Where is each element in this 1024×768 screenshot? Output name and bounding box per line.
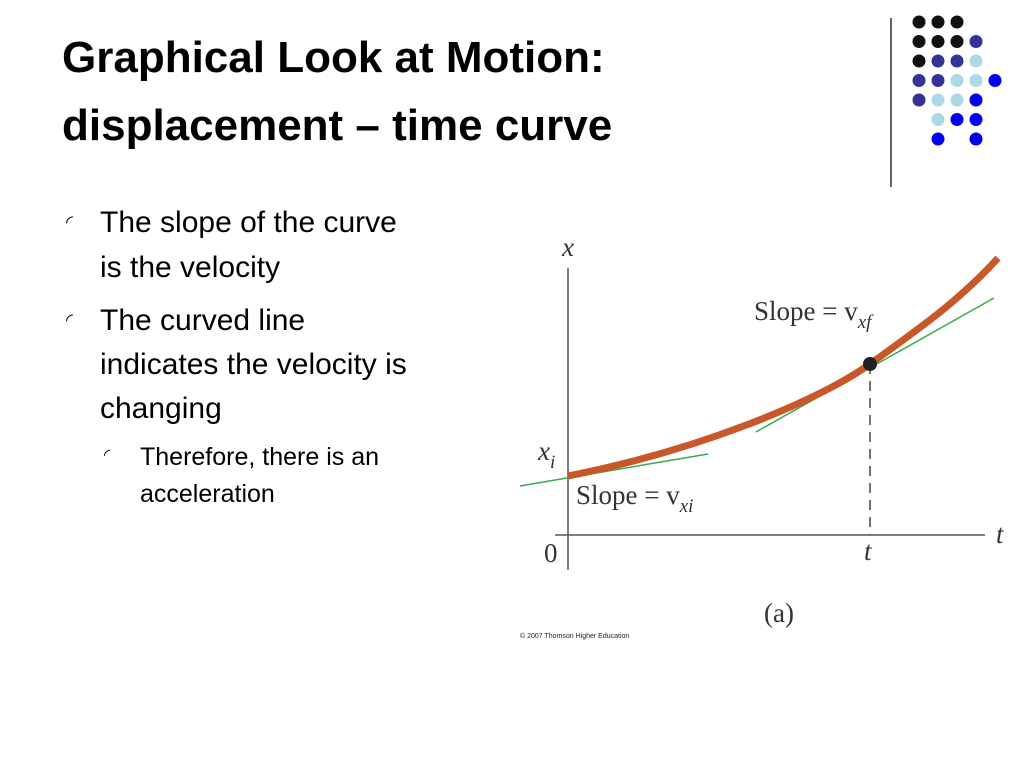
- dot: [969, 132, 983, 146]
- dot: [969, 93, 983, 107]
- dot: [931, 15, 945, 29]
- dot: [912, 54, 926, 68]
- title-line: Graphical Look at Motion:: [62, 33, 605, 82]
- dot: [988, 74, 1002, 87]
- label-sub: i: [550, 452, 555, 473]
- dot: [931, 93, 945, 107]
- dot: [950, 15, 964, 29]
- bullet-text: The slope of the curve: [100, 206, 397, 239]
- bullet-text: indicates the velocity is: [100, 348, 407, 381]
- sub-bullet-text: acceleration: [140, 480, 275, 508]
- origin-label: 0: [544, 538, 558, 568]
- bullet-list: ◜ The slope of the curve is the velocity…: [66, 206, 407, 508]
- dot: [912, 93, 926, 107]
- dot: [950, 113, 964, 126]
- dot: [950, 74, 964, 87]
- label-sub: xi: [679, 496, 694, 517]
- time-label: t: [864, 536, 873, 566]
- bullet-icon: ◜: [66, 212, 73, 232]
- bullet-icon: ◜: [104, 447, 111, 464]
- dot: [969, 54, 983, 68]
- dot: [950, 93, 964, 107]
- point: [863, 357, 877, 371]
- position-label: xi: [537, 436, 555, 473]
- dot: [969, 74, 983, 87]
- dot: [912, 74, 926, 87]
- dot: [969, 35, 983, 48]
- slope-label: Slope = vxi: [576, 480, 693, 517]
- dot: [912, 35, 926, 48]
- dot: [931, 74, 945, 87]
- bullet-text: changing: [100, 392, 222, 425]
- slope-label: Slope = vxf: [754, 296, 874, 333]
- credit: © 2007 Thomson Higher Education: [520, 632, 629, 640]
- dot: [931, 113, 945, 126]
- dot: [931, 54, 945, 68]
- dot: [950, 54, 964, 68]
- tangent-line: [519, 453, 709, 487]
- label-main: Slope = v: [576, 480, 680, 510]
- decoration-dots: [912, 15, 1002, 146]
- sub-bullet-text: Therefore, there is an: [140, 443, 379, 471]
- axis-label: t: [996, 519, 1005, 549]
- dot: [969, 113, 983, 126]
- bullet-text: The curved line: [100, 304, 305, 337]
- label-sub: xf: [857, 312, 874, 333]
- caption: (a): [764, 598, 794, 628]
- dot: [931, 35, 945, 48]
- label-main: x: [537, 436, 550, 466]
- dot: [950, 35, 964, 48]
- figure: x t 0 t xi Slope = vxf Slope = vxi (a) ©…: [519, 232, 1005, 640]
- title-line: displacement – time curve: [62, 101, 612, 150]
- bullet-text: is the velocity: [100, 251, 280, 284]
- axis-label: x: [561, 232, 574, 262]
- label-main: Slope = v: [754, 296, 858, 326]
- dot: [912, 15, 926, 29]
- curve: [567, 255, 1001, 480]
- bullet-icon: ◜: [66, 310, 73, 330]
- dot: [931, 132, 945, 146]
